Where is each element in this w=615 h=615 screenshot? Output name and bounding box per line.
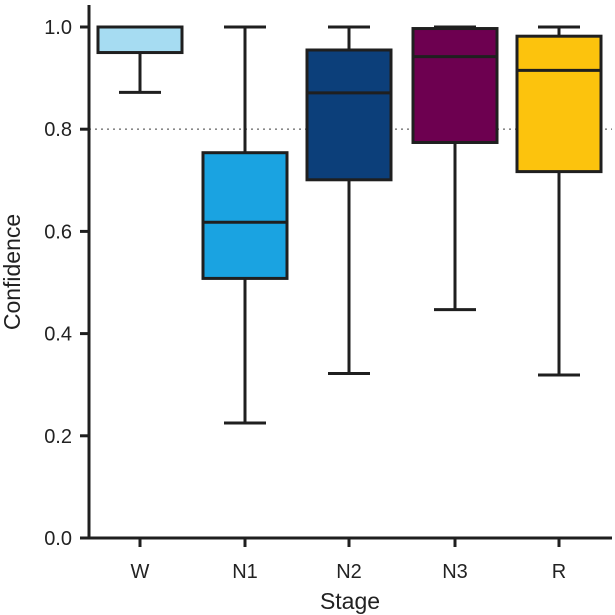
box-body-w xyxy=(96,25,184,55)
y-tick-label: 0.2 xyxy=(44,426,72,448)
x-tick-label: R xyxy=(552,561,566,583)
y-tick-label: 1.0 xyxy=(44,17,72,39)
box-n1 xyxy=(201,25,289,425)
y-tick-label: 0.8 xyxy=(44,119,72,141)
x-tick-label: N2 xyxy=(336,561,362,583)
box-body-n2 xyxy=(305,48,393,182)
y-axis-title: Confidence xyxy=(0,214,25,330)
x-tick-label: N3 xyxy=(442,561,468,583)
box-r xyxy=(515,25,603,377)
box-w xyxy=(96,25,184,94)
box-body-n1 xyxy=(201,151,289,280)
box-body-r xyxy=(515,34,603,174)
x-tick-label: W xyxy=(131,561,150,583)
x-tick-label: N1 xyxy=(232,561,258,583)
x-axis-title: Stage xyxy=(320,588,380,614)
box-body-n3 xyxy=(411,27,499,144)
y-tick-label: 0.0 xyxy=(44,528,72,550)
box-n2 xyxy=(305,25,393,375)
y-tick-label: 0.4 xyxy=(44,324,72,346)
y-tick-label: 0.6 xyxy=(44,221,72,243)
box-n3 xyxy=(411,25,499,312)
